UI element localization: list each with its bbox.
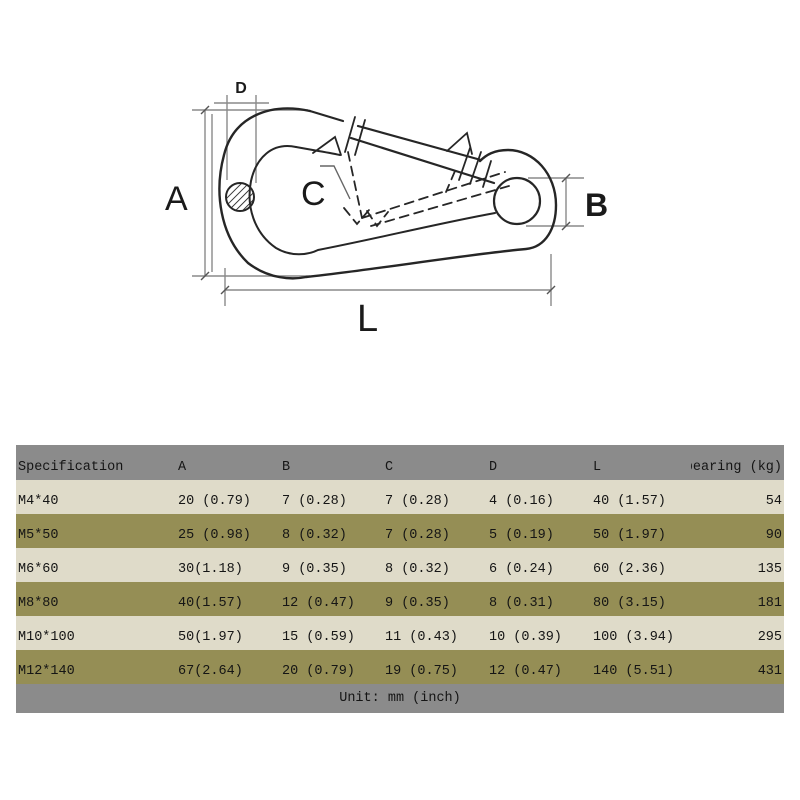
- cell-bearing: 431: [757, 664, 782, 679]
- cell-c: 8 (0.32): [385, 562, 450, 577]
- cell-bearing: 135: [757, 562, 782, 577]
- carabiner-diagram-svg: A D C B L: [165, 80, 608, 340]
- cell-a: 40(1.57): [178, 596, 243, 611]
- carabiner-diagram: A D C B L: [165, 80, 608, 340]
- gate-nose-cut: [312, 116, 366, 156]
- cell-c: 7 (0.28): [385, 494, 450, 509]
- carabiner-eye-hole: [492, 176, 542, 226]
- cell-l: 100 (3.94): [593, 630, 675, 645]
- cell-d: 6 (0.24): [489, 562, 554, 577]
- dimension-b: [526, 173, 584, 231]
- cell-a: 30(1.18): [178, 562, 243, 577]
- col-header-a: A: [178, 460, 187, 475]
- cell-b: 8 (0.32): [282, 528, 347, 543]
- cell-l: 60 (2.36): [593, 562, 666, 577]
- cell-spec: M5*50: [18, 528, 59, 543]
- carabiner-inner-outline: [248, 145, 496, 256]
- cell-l: 140 (5.51): [593, 664, 675, 679]
- dim-label-d: D: [235, 80, 247, 97]
- specification-table: Specification A B C D L bearing (kg) M4*…: [16, 445, 784, 713]
- cell-c: 11 (0.43): [385, 630, 458, 645]
- col-header-d: D: [489, 460, 498, 475]
- dim-label-b: B: [585, 187, 608, 223]
- cell-a: 20 (0.79): [178, 494, 251, 509]
- cell-l: 80 (3.15): [593, 596, 666, 611]
- cell-c: 7 (0.28): [385, 528, 450, 543]
- carabiner-outer-outline: [218, 107, 558, 280]
- cell-d: 10 (0.39): [489, 630, 562, 645]
- cell-d: 12 (0.47): [489, 664, 562, 679]
- gate-latch-cut: [446, 131, 492, 188]
- col-header-c: C: [385, 460, 394, 475]
- table-header-row: Specification A B C D L bearing (kg): [16, 445, 784, 480]
- cell-b: 15 (0.59): [282, 630, 355, 645]
- table-row: M8*80 40(1.57) 12 (0.47) 9 (0.35) 8 (0.3…: [16, 582, 784, 616]
- dim-label-a: A: [165, 180, 188, 218]
- wire-cross-section: [225, 182, 255, 212]
- label-c-leader: [320, 165, 351, 200]
- dimension-label-group: A D C B L: [165, 80, 608, 340]
- cell-spec: M8*80: [18, 596, 59, 611]
- dimension-l: [220, 254, 556, 306]
- dimension-d: [214, 95, 269, 183]
- dim-label-c: C: [301, 175, 326, 213]
- cell-bearing: 295: [757, 630, 782, 645]
- cell-b: 9 (0.35): [282, 562, 347, 577]
- col-header-bearing: bearing (kg): [691, 460, 782, 475]
- table-row: M4*40 20 (0.79) 7 (0.28) 7 (0.28) 4 (0.1…: [16, 480, 784, 514]
- cell-spec: M12*140: [18, 664, 75, 679]
- table-footer-note: Unit: mm (inch): [16, 684, 784, 713]
- cell-bearing: 90: [765, 528, 782, 543]
- carabiner-body: [218, 107, 558, 280]
- table-row: M5*50 25 (0.98) 8 (0.32) 7 (0.28) 5 (0.1…: [16, 514, 784, 548]
- cell-bearing: 54: [765, 494, 782, 509]
- cell-spec: M6*60: [18, 562, 59, 577]
- cell-c: 19 (0.75): [385, 664, 458, 679]
- cell-spec: M10*100: [18, 630, 75, 645]
- cell-a: 25 (0.98): [178, 528, 251, 543]
- cell-c: 9 (0.35): [385, 596, 450, 611]
- cell-b: 20 (0.79): [282, 664, 355, 679]
- dimension-lines: [192, 95, 584, 306]
- cell-d: 5 (0.19): [489, 528, 554, 543]
- cell-l: 40 (1.57): [593, 494, 666, 509]
- cell-bearing: 181: [757, 596, 782, 611]
- carabiner-inner-top-edge: [295, 146, 341, 156]
- col-header-specification: Specification: [18, 460, 124, 475]
- carabiner-gate: [308, 109, 496, 185]
- cell-a: 50(1.97): [178, 630, 243, 645]
- gate-open-dashed: [343, 151, 510, 228]
- cell-spec: M4*40: [18, 494, 59, 509]
- dim-label-l: L: [357, 298, 378, 340]
- table-row: M12*140 67(2.64) 20 (0.79) 19 (0.75) 12 …: [16, 650, 784, 684]
- cell-a: 67(2.64): [178, 664, 243, 679]
- cell-b: 12 (0.47): [282, 596, 355, 611]
- dimension-a: [192, 105, 310, 281]
- col-header-l: L: [593, 460, 602, 475]
- cell-d: 8 (0.31): [489, 596, 554, 611]
- col-header-b: B: [282, 460, 291, 475]
- cell-l: 50 (1.97): [593, 528, 666, 543]
- table-row: M6*60 30(1.18) 9 (0.35) 8 (0.32) 6 (0.24…: [16, 548, 784, 582]
- cell-b: 7 (0.28): [282, 494, 347, 509]
- cell-d: 4 (0.16): [489, 494, 554, 509]
- table-row: M10*100 50(1.97) 15 (0.59) 11 (0.43) 10 …: [16, 616, 784, 650]
